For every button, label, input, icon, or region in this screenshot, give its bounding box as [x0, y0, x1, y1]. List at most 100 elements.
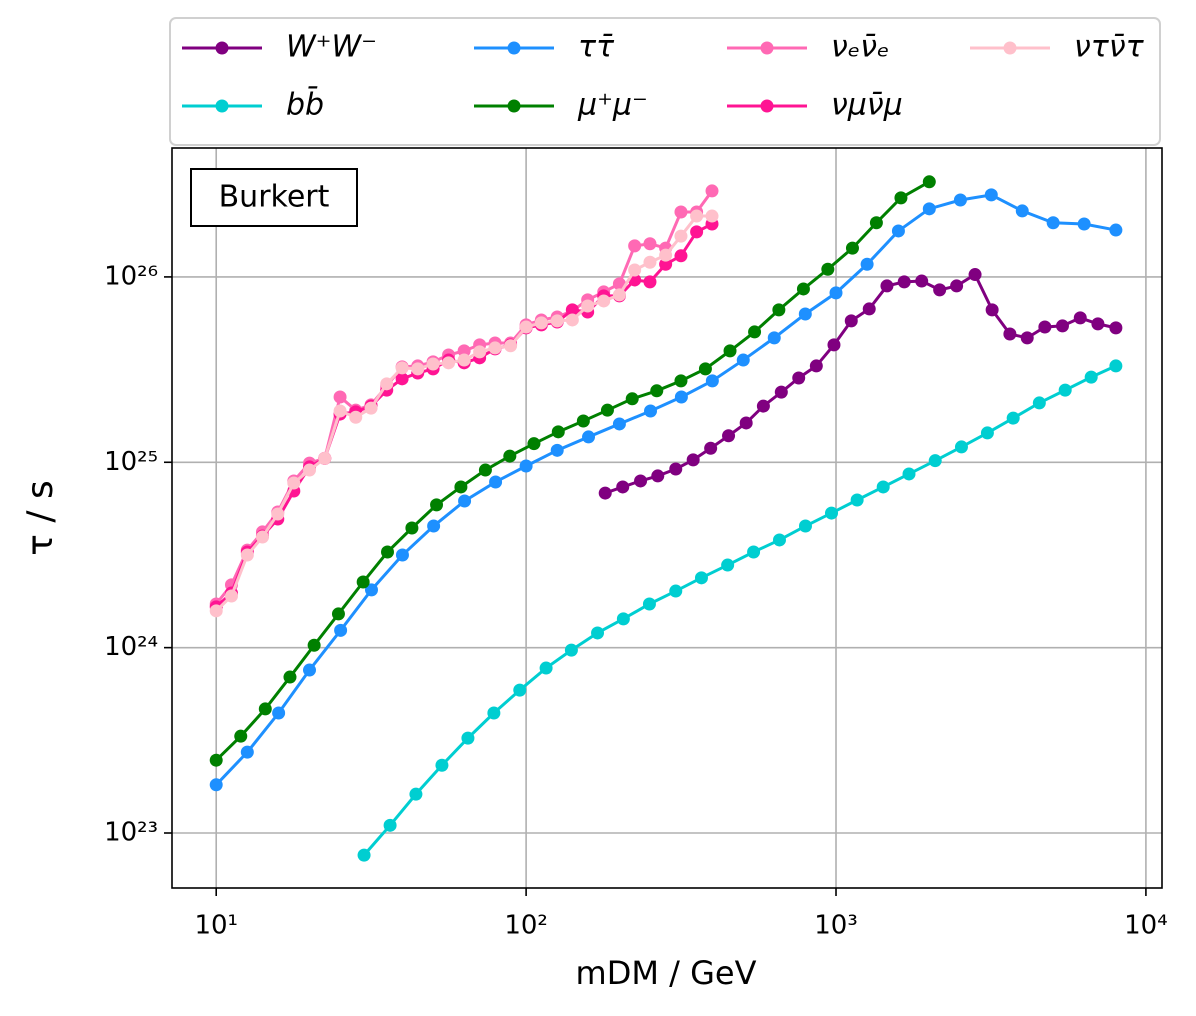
x-tick-label: 10¹	[194, 911, 238, 941]
data-point	[564, 643, 578, 657]
data-point	[674, 249, 688, 263]
data-point	[209, 604, 223, 618]
legend-marker	[760, 99, 774, 113]
data-point	[234, 729, 248, 743]
data-point	[287, 476, 301, 490]
data-point	[876, 480, 890, 494]
data-point	[644, 404, 658, 418]
data-point	[767, 331, 781, 345]
legend-label: W⁺W⁻	[286, 30, 377, 65]
data-point	[772, 303, 786, 317]
data-point	[809, 359, 823, 373]
data-point	[1073, 311, 1087, 325]
data-point	[488, 341, 502, 355]
data-point	[487, 706, 501, 720]
data-point	[503, 449, 517, 463]
legend-marker	[507, 99, 521, 113]
legend-marker	[507, 41, 521, 55]
data-point	[698, 362, 712, 376]
data-point	[426, 357, 440, 371]
data-point	[550, 443, 564, 457]
data-point	[364, 583, 378, 597]
legend-marker	[760, 41, 774, 55]
data-point	[504, 339, 518, 353]
data-point	[334, 623, 348, 637]
data-point	[897, 275, 911, 289]
data-point	[473, 345, 487, 359]
data-point	[597, 294, 611, 308]
data-point	[1109, 359, 1123, 373]
data-point	[616, 612, 630, 626]
data-point	[1084, 370, 1098, 384]
data-point	[519, 459, 533, 473]
data-point	[430, 498, 444, 512]
data-point	[694, 571, 708, 585]
data-point	[582, 430, 596, 444]
data-point	[643, 255, 657, 269]
data-point	[357, 848, 371, 862]
y-tick-label: 10²⁴	[104, 632, 158, 662]
data-point	[349, 410, 363, 424]
data-point	[980, 426, 994, 440]
data-point	[690, 209, 704, 223]
data-point	[796, 282, 810, 296]
data-point	[922, 202, 936, 216]
plot-frame	[171, 147, 1163, 889]
data-point	[383, 818, 397, 832]
data-point	[427, 519, 441, 533]
data-point	[258, 702, 272, 716]
data-point	[1020, 331, 1034, 345]
data-point	[928, 454, 942, 468]
data-point	[333, 404, 347, 418]
data-point	[409, 787, 423, 801]
data-point	[240, 745, 254, 759]
data-point	[756, 399, 770, 413]
data-point	[772, 533, 786, 547]
data-point	[271, 507, 285, 521]
x-axis-label: mDM / GeV	[576, 954, 757, 992]
data-point	[303, 663, 317, 677]
data-point	[380, 377, 394, 391]
data-point	[659, 257, 673, 271]
data-point	[821, 262, 835, 276]
legend: W⁺W⁻ bb̄ ττ̄ μ⁺μ⁻ νₑν̄ₑ νμν̄μ ντν̄τ	[182, 30, 1145, 123]
data-point	[519, 320, 533, 334]
data-point	[953, 193, 967, 207]
data-point	[669, 462, 683, 476]
grid	[172, 148, 1162, 888]
data-point	[1109, 321, 1123, 335]
legend-marker	[215, 41, 229, 55]
data-point	[255, 530, 269, 544]
y-tick-label: 10²³	[104, 818, 158, 848]
legend-label: bb̄	[286, 86, 324, 122]
data-point	[704, 441, 718, 455]
data-point	[705, 209, 719, 223]
data-point	[686, 453, 700, 467]
data-point	[669, 584, 683, 598]
data-point	[1032, 396, 1046, 410]
data-point	[829, 286, 843, 300]
data-point	[1055, 319, 1069, 333]
data-point	[411, 362, 425, 376]
data-point	[643, 275, 657, 289]
data-point	[950, 279, 964, 293]
data-point	[747, 545, 761, 559]
data-point	[534, 316, 548, 330]
data-point	[598, 486, 612, 500]
data-point	[539, 661, 553, 675]
y-axis-label: τ / s	[20, 480, 61, 555]
data-point	[461, 731, 475, 745]
data-point	[581, 299, 595, 313]
data-point	[824, 506, 838, 520]
data-point	[736, 353, 750, 367]
data-point	[954, 440, 968, 454]
ticks: 10¹ 10² 10³ 10⁴ 10²³ 10²⁴ 10²⁵ 10²⁶	[104, 261, 1168, 940]
data-point	[600, 403, 614, 417]
data-point	[792, 371, 806, 385]
data-point	[933, 283, 947, 297]
data-point	[565, 303, 579, 317]
data-point	[513, 683, 527, 697]
data-point	[1003, 327, 1017, 341]
data-point	[565, 313, 579, 327]
